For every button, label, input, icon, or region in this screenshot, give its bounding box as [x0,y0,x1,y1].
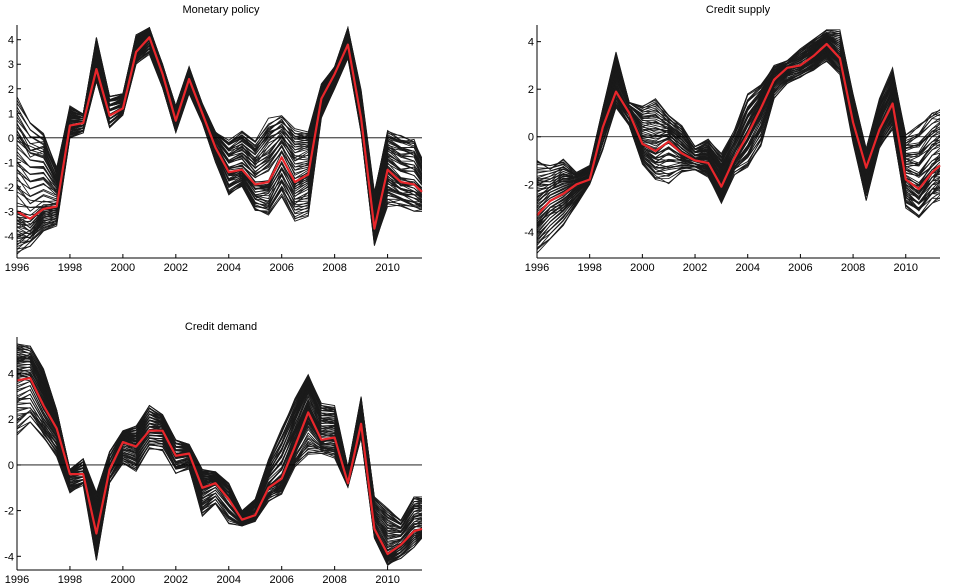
median-line [536,42,941,216]
x-tick-label: 2002 [164,574,188,585]
draw-line [537,56,940,245]
panel-monetary-policy: Monetary policy -4 -3 -2 -1 0 1 2 3 4 1996 1998 200… [4,4,423,274]
draw-line [17,356,422,533]
y-tick-label: 3 [8,59,14,71]
x-tick-label: 2000 [111,262,135,274]
x-tick-label: 1998 [58,574,82,585]
x-tick-label: 2006 [269,262,293,274]
draws-band [537,29,940,254]
draw-line [17,366,422,539]
draws-band [17,25,422,255]
draw-line [17,356,422,530]
draw-line [17,363,422,537]
x-tick-label: 2002 [164,262,188,274]
panel-credit-supply: Credit supply -4 -2 0 2 4 1996 1998 2000 2002 200… [524,4,941,274]
draw-line [17,48,422,243]
y-tick-label: 2 [8,414,14,426]
x-tick-label: 2006 [269,574,293,585]
y-tick-label: 0 [528,132,534,144]
y-tick-label: 1 [8,108,14,120]
x-tick-label: 2008 [841,262,865,274]
draw-line [537,37,940,193]
x-tick-label: 2004 [217,574,241,585]
x-tick-label: 2000 [111,574,135,585]
draw-line [17,368,422,547]
x-tick-label: 2004 [217,262,241,274]
chart-title: Monetary policy [182,4,260,16]
y-tick-label: -4 [4,231,14,243]
x-tick-label: 2010 [375,262,399,274]
y-tick-label: 4 [8,35,14,47]
y-tick-label: 2 [8,84,14,96]
y-tick-label: 0 [8,133,14,145]
draw-line [17,366,422,540]
y-tick-label: -3 [4,206,14,218]
panel-credit-demand: Credit demand -4 -2 0 2 4 1996 1998 2000 2002 200… [4,321,423,585]
x-tick-label: 1996 [5,574,29,585]
x-tick-label: 2000 [630,262,654,274]
draw-line [537,31,940,173]
x-tick-label: 1996 [5,262,29,274]
median-line [16,36,423,230]
y-tick-label: 4 [8,369,14,381]
draw-line [537,29,940,174]
chart-title: Credit supply [706,4,771,16]
chart-title: Credit demand [185,321,257,333]
x-tick-label: 1998 [577,262,601,274]
draw-line [537,59,940,254]
draw-line [17,366,422,537]
x-tick-label: 2004 [735,262,759,274]
draw-line [17,369,422,542]
median-line [16,377,423,556]
y-tick-label: -2 [4,182,14,194]
draw-line [17,25,422,194]
x-tick-label: 2010 [375,574,399,585]
y-tick-label: 4 [528,37,534,49]
y-tick-label: 0 [8,460,14,472]
y-tick-label: -2 [524,179,534,191]
y-tick-label: -2 [4,506,14,518]
x-tick-label: 2006 [788,262,812,274]
draws-band [17,343,422,567]
x-tick-label: 2010 [894,262,918,274]
y-tick-label: -4 [524,227,534,239]
draw-line [17,369,422,540]
x-tick-label: 2008 [322,262,346,274]
draw-line [17,359,422,534]
y-tick-label: -1 [4,157,14,169]
draw-line [537,34,940,184]
y-tick-label: 2 [528,84,534,96]
x-tick-label: 1996 [525,262,549,274]
x-tick-label: 2008 [322,574,346,585]
draw-line [17,406,422,563]
x-tick-label: 2002 [683,262,707,274]
y-tick-label: -4 [4,551,14,563]
x-tick-label: 1998 [58,262,82,274]
draw-line [17,347,422,526]
draw-line [17,421,422,567]
